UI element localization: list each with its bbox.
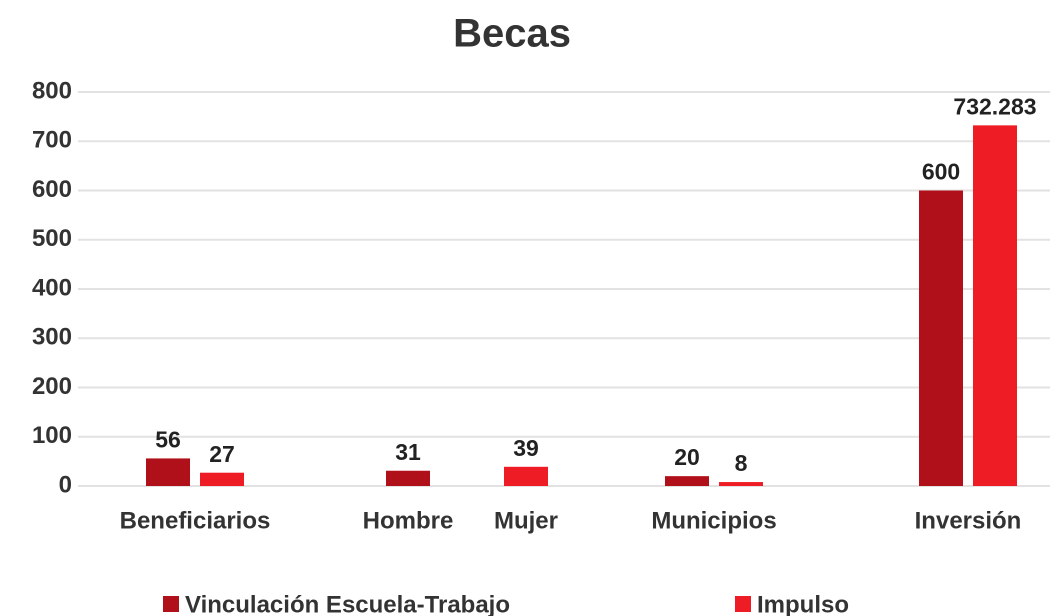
y-tick-label: 200 bbox=[32, 373, 72, 400]
value-label: 732.283 bbox=[953, 93, 1036, 119]
value-label: 20 bbox=[674, 444, 700, 470]
value-label: 8 bbox=[735, 450, 748, 476]
x-tick-label: Inversión bbox=[915, 507, 1022, 534]
value-label: 600 bbox=[922, 159, 960, 185]
x-tick-label: Mujer bbox=[494, 507, 558, 534]
y-tick-label: 400 bbox=[32, 274, 72, 301]
y-tick-label: 500 bbox=[32, 225, 72, 252]
value-label: 56 bbox=[155, 426, 181, 452]
legend-swatch bbox=[163, 596, 179, 612]
legend-swatch bbox=[735, 596, 751, 612]
bar bbox=[504, 466, 548, 486]
chart-title: Becas bbox=[453, 12, 571, 56]
y-tick-label: 0 bbox=[59, 471, 72, 498]
bar bbox=[665, 476, 709, 486]
x-tick-label: Hombre bbox=[363, 507, 454, 534]
bar bbox=[200, 472, 244, 486]
bar bbox=[146, 458, 190, 486]
bar bbox=[919, 190, 963, 486]
legend-label: Impulso bbox=[757, 591, 849, 616]
y-tick-label: 100 bbox=[32, 422, 72, 449]
y-tick-label: 700 bbox=[32, 127, 72, 154]
bar bbox=[973, 125, 1017, 487]
bar bbox=[386, 470, 430, 486]
legend-label: Vinculación Escuela-Trabajo bbox=[185, 591, 510, 616]
value-label: 31 bbox=[395, 439, 421, 465]
x-tick-label: Beneficiarios bbox=[120, 507, 271, 534]
value-label: 27 bbox=[209, 441, 235, 467]
value-label: 39 bbox=[513, 435, 539, 461]
x-tick-label: Municipios bbox=[651, 507, 776, 534]
y-tick-label: 300 bbox=[32, 324, 72, 351]
bar bbox=[719, 482, 763, 486]
y-tick-label: 600 bbox=[32, 176, 72, 203]
y-tick-label: 800 bbox=[32, 77, 72, 104]
